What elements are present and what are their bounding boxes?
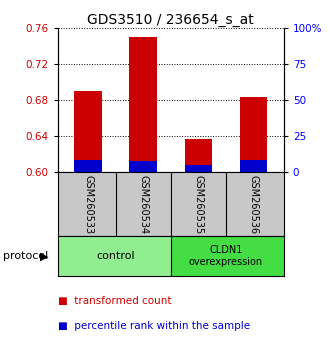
Bar <box>240 160 267 172</box>
Bar <box>129 37 157 172</box>
Text: ■  percentile rank within the sample: ■ percentile rank within the sample <box>58 321 250 331</box>
Bar <box>184 165 212 172</box>
Text: ▶: ▶ <box>40 251 49 261</box>
Text: GSM260534: GSM260534 <box>138 175 148 234</box>
Bar <box>74 160 102 172</box>
Bar <box>74 91 102 172</box>
Title: GDS3510 / 236654_s_at: GDS3510 / 236654_s_at <box>87 13 254 27</box>
Bar <box>129 161 157 172</box>
Text: ■  transformed count: ■ transformed count <box>58 296 171 306</box>
Text: control: control <box>96 251 135 261</box>
Bar <box>58 236 171 276</box>
Bar <box>240 97 267 172</box>
Bar <box>171 236 284 276</box>
Text: GSM260536: GSM260536 <box>248 175 258 234</box>
Text: GSM260533: GSM260533 <box>83 175 93 234</box>
Text: CLDN1
overexpression: CLDN1 overexpression <box>189 245 263 267</box>
Text: GSM260535: GSM260535 <box>193 175 203 234</box>
Text: protocol: protocol <box>3 251 49 261</box>
Bar <box>184 139 212 172</box>
